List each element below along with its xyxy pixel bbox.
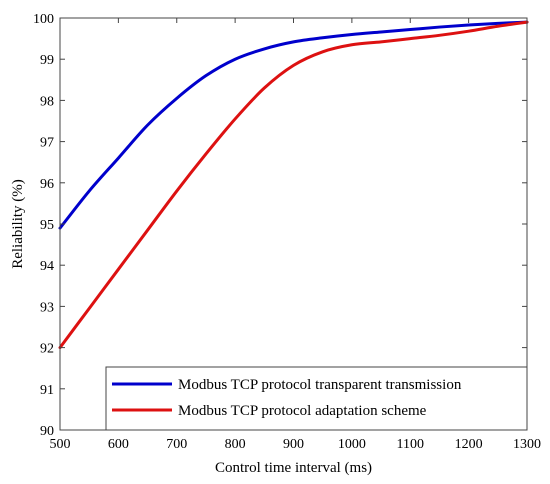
x-tick-label: 500: [50, 437, 71, 452]
x-tick-label: 1000: [338, 437, 366, 452]
y-tick-label: 91: [40, 383, 54, 398]
legend-label-1: Modbus TCP protocol transparent transmis…: [178, 377, 462, 393]
x-axis: 500 600 700 800 900 1000 1100 1200 1300: [50, 18, 541, 452]
y-axis-title: Reliability (%): [10, 179, 26, 269]
y-tick-label: 90: [40, 424, 54, 439]
y-tick-label: 100: [33, 12, 54, 27]
y-axis: 90 91 92 93 94 95 96 97 98 99 100: [33, 12, 527, 439]
y-tick-label: 94: [40, 259, 54, 274]
x-tick-label: 900: [283, 437, 304, 452]
x-tick-label: 700: [166, 437, 187, 452]
y-tick-label: 99: [40, 53, 54, 68]
y-tick-label: 96: [40, 177, 54, 192]
x-axis-title: Control time interval (ms): [215, 460, 372, 476]
series-layer: [58, 20, 529, 350]
y-tick-label: 93: [40, 300, 54, 315]
series-line-1: [58, 20, 529, 230]
y-tick-label: 98: [40, 94, 54, 109]
legend: Modbus TCP protocol transparent transmis…: [105, 366, 528, 431]
legend-box: [105, 366, 528, 431]
x-tick-label: 1300: [513, 437, 541, 452]
x-tick-label: 800: [225, 437, 246, 452]
y-tick-label: 92: [40, 342, 54, 357]
x-tick-label: 1200: [455, 437, 483, 452]
series-line-2: [58, 20, 529, 350]
x-tick-label: 600: [108, 437, 129, 452]
x-tick-label: 1100: [397, 437, 424, 452]
y-tick-label: 95: [40, 218, 54, 233]
y-tick-label: 97: [40, 136, 54, 151]
legend-label-2: Modbus TCP protocol adaptation scheme: [178, 403, 427, 419]
